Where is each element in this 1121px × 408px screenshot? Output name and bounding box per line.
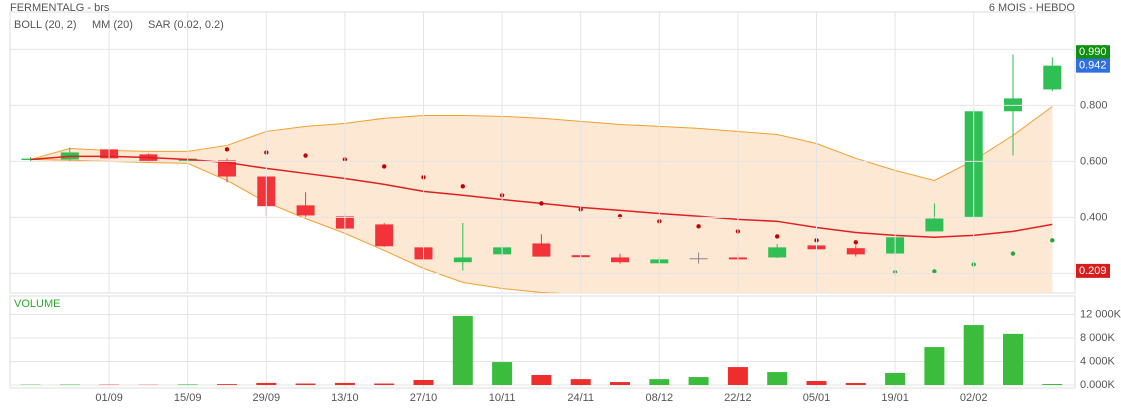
sar-dot <box>539 201 544 206</box>
sar-dot <box>224 147 230 152</box>
candle-body <box>375 224 394 247</box>
y-tick-label: 12 000K <box>1080 308 1121 320</box>
y-tick-label: 0.000K <box>1080 379 1116 391</box>
volume-bar <box>885 372 906 385</box>
volume-bar <box>1003 333 1023 385</box>
price-badge-label: 0.942 <box>1079 60 1107 72</box>
y-tick-label: 0.600 <box>1080 155 1108 167</box>
x-tick-label: 10/11 <box>489 392 516 404</box>
volume-bar <box>492 362 513 385</box>
price-frame <box>9 11 1076 294</box>
x-tick-label: 13/10 <box>331 392 359 404</box>
price-badge <box>1076 263 1110 278</box>
candle-body <box>611 257 629 263</box>
volume-bar <box>413 380 434 385</box>
candle-body <box>218 160 236 177</box>
candle-body <box>1004 98 1022 112</box>
chart-subtitle: 6 MOIS - HEBDO <box>989 2 1076 14</box>
candle-body <box>532 243 551 257</box>
candle-body <box>453 257 472 263</box>
volume-title: VOLUME <box>14 298 60 310</box>
x-tick-label: 05/01 <box>803 392 831 404</box>
legend-entry: MM (20) <box>92 19 133 31</box>
legend-entry: SAR (0.02, 0.2) <box>148 19 224 31</box>
candle-body <box>846 248 865 255</box>
y-tick-label: 0.800 <box>1080 99 1108 111</box>
price-plot <box>21 54 1062 293</box>
x-tick-label: 08/12 <box>646 392 674 404</box>
volume-bar <box>806 381 827 385</box>
x-tick-label: 19/01 <box>881 392 909 404</box>
x-tick-label: 01/09 <box>95 392 123 404</box>
volume-bar <box>334 382 355 385</box>
x-tick-label: 24/11 <box>567 392 594 404</box>
legend-entry: BOLL (20, 2) <box>14 19 77 31</box>
sar-dot <box>853 240 858 245</box>
x-tick-label: 27/10 <box>410 392 438 404</box>
volume-bar <box>845 383 866 385</box>
candle-body <box>296 205 315 216</box>
volume-bar <box>256 382 277 385</box>
volume-frame <box>9 295 1076 389</box>
volume-bar <box>217 384 237 385</box>
sar-dot <box>932 269 937 274</box>
price-badge <box>1076 58 1110 73</box>
volume-bar <box>924 347 945 385</box>
sar-dot <box>1050 238 1055 243</box>
sar-dot <box>382 164 387 169</box>
y-tick-label: 0.400 <box>1080 211 1108 223</box>
sar-dot <box>775 234 780 239</box>
volume-bar <box>177 384 198 385</box>
bollinger-upper <box>30 106 1053 181</box>
volume-bar <box>727 367 748 385</box>
volume-bar <box>452 315 473 385</box>
volume-bar <box>963 325 984 385</box>
volume-bar <box>374 383 395 385</box>
bollinger-band-fill <box>30 106 1053 293</box>
price-badge-label: 0.990 <box>1079 46 1107 58</box>
sar-dot <box>303 153 308 158</box>
x-tick-label: 22/12 <box>724 392 752 404</box>
y-tick-label: 8 000K <box>1080 332 1116 344</box>
chart-title: FERMENTALG - brs <box>10 2 110 14</box>
volume-bar <box>295 383 316 385</box>
volume-bar <box>531 375 552 385</box>
candle-body <box>768 247 787 258</box>
x-tick-label: 02/02 <box>960 392 988 404</box>
candle-body <box>689 258 708 260</box>
volume-bar <box>649 379 670 385</box>
sar-dot <box>1010 251 1016 256</box>
candle-body <box>1043 65 1062 90</box>
sar-dot <box>460 184 465 189</box>
x-tick-label: 15/09 <box>174 392 202 404</box>
bollinger-lower <box>30 158 563 293</box>
volume-bar <box>688 377 709 385</box>
volume-bar <box>767 372 788 385</box>
y-tick-label: 4 000K <box>1080 355 1116 367</box>
sar-dot <box>696 224 701 229</box>
volume-bar <box>1042 384 1063 385</box>
price-badge-label: 0.209 <box>1079 265 1107 277</box>
volume-bar <box>570 379 591 385</box>
x-tick-label: 29/09 <box>253 392 281 404</box>
price-badge <box>1076 45 1110 60</box>
candle-body <box>925 218 944 232</box>
volume-bar <box>610 382 630 385</box>
